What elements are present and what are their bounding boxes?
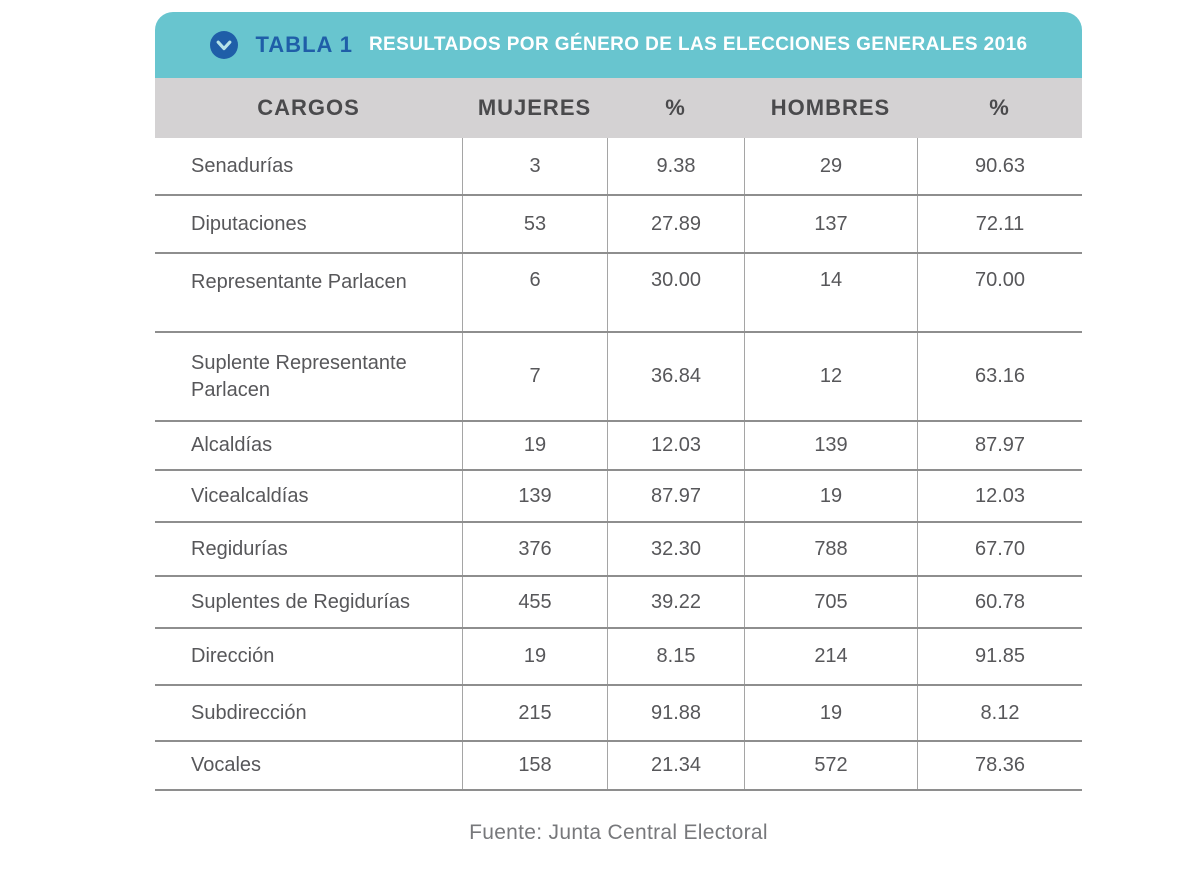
value-cell: 8.15 [607,629,744,684]
value-cell: 63.16 [917,333,1082,420]
value-cell: 12 [744,333,917,420]
table-column-header: CARGOS MUJERES % HOMBRES % [155,78,1082,138]
column-header-cargos: CARGOS [257,95,360,120]
value-cell: 788 [744,523,917,575]
table-body: Senadurías 3 9.38 29 90.63 Diputaciones 53 27.8… [155,138,1082,791]
table-row: Suplentes de Regidurías 455 39.22 705 60.78 [155,577,1082,629]
cargo-cell: Diputaciones [191,212,307,235]
value-cell: 29 [744,138,917,194]
table-tag: TABLA 1 [255,32,353,57]
table-row: Alcaldías 19 12.03 139 87.97 [155,422,1082,471]
value-cell: 91.88 [607,686,744,740]
value-cell: 60.78 [917,577,1082,627]
value-cell: 12.03 [607,422,744,469]
value-cell: 376 [462,523,607,575]
table-source: Fuente: Junta Central Electoral [469,821,768,844]
value-cell: 27.89 [607,196,744,252]
value-cell: 90.63 [917,138,1082,194]
column-header-hombres: HOMBRES [770,95,891,120]
value-cell: 91.85 [917,629,1082,684]
table-1-card: TABLA 1 RESULTADOS POR GÉNERO DE LAS ELE… [155,12,1082,845]
value-cell: 158 [462,742,607,789]
value-cell: 70.00 [917,254,1082,331]
value-cell: 19 [744,686,917,740]
value-cell: 36.84 [607,333,744,420]
value-cell: 215 [462,686,607,740]
value-cell: 214 [744,629,917,684]
value-cell: 6 [462,254,607,331]
value-cell: 67.70 [917,523,1082,575]
cargo-cell: Suplentes de Regidurías [191,590,411,613]
value-cell: 7 [462,333,607,420]
value-cell: 19 [744,471,917,521]
cargo-cell: Senadurías [191,154,294,177]
table-title-bar: TABLA 1 RESULTADOS POR GÉNERO DE LAS ELE… [155,12,1082,78]
value-cell: 72.11 [917,196,1082,252]
cargo-cell: Representante Parlacen [191,271,407,293]
value-cell: 139 [744,422,917,469]
cargo-cell: Suplente Representante Parlacen [191,351,407,401]
value-cell: 39.22 [607,577,744,627]
value-cell: 30.00 [607,254,744,331]
column-header-pct-hombres: % [989,95,1010,120]
value-cell: 705 [744,577,917,627]
value-cell: 572 [744,742,917,789]
cargo-cell: Dirección [191,645,275,667]
cargo-cell: Regidurías [191,537,288,560]
column-header-pct-mujeres: % [665,95,686,120]
table-row: Representante Parlacen 6 30.00 14 70.00 [155,254,1082,333]
table-row: Suplente Representante Parlacen 7 36.84 12 6… [155,333,1082,422]
value-cell: 53 [462,196,607,252]
value-cell: 8.12 [917,686,1082,740]
value-cell: 137 [744,196,917,252]
table-row: Vocales 158 21.34 572 78.36 [155,742,1082,791]
value-cell: 87.97 [917,422,1082,469]
column-header-mujeres: MUJERES [477,95,592,120]
value-cell: 139 [462,471,607,521]
cargo-cell: Alcaldías [191,434,273,456]
cargo-cell: Vicealcaldías [191,484,309,507]
value-cell: 87.97 [607,471,744,521]
value-cell: 19 [462,422,607,469]
cargo-cell: Subdirección [191,701,307,724]
value-cell: 14 [744,254,917,331]
table-row: Senadurías 3 9.38 29 90.63 [155,138,1082,196]
value-cell: 19 [462,629,607,684]
table-row: Subdirección 215 91.88 19 8.12 [155,686,1082,742]
value-cell: 21.34 [607,742,744,789]
table-title: RESULTADOS POR GÉNERO DE LAS ELECCIONES … [368,34,1028,55]
value-cell: 3 [462,138,607,194]
table-row: Vicealcaldías 139 87.97 19 12.03 [155,471,1082,523]
chevron-down-circle-icon [209,30,239,60]
table-row: Diputaciones 53 27.89 137 72.11 [155,196,1082,254]
value-cell: 78.36 [917,742,1082,789]
value-cell: 455 [462,577,607,627]
cargo-cell: Vocales [191,754,262,776]
table-row: Dirección 19 8.15 214 91.85 [155,629,1082,686]
value-cell: 32.30 [607,523,744,575]
value-cell: 9.38 [607,138,744,194]
table-row: Regidurías 376 32.30 788 67.70 [155,523,1082,577]
value-cell: 12.03 [917,471,1082,521]
